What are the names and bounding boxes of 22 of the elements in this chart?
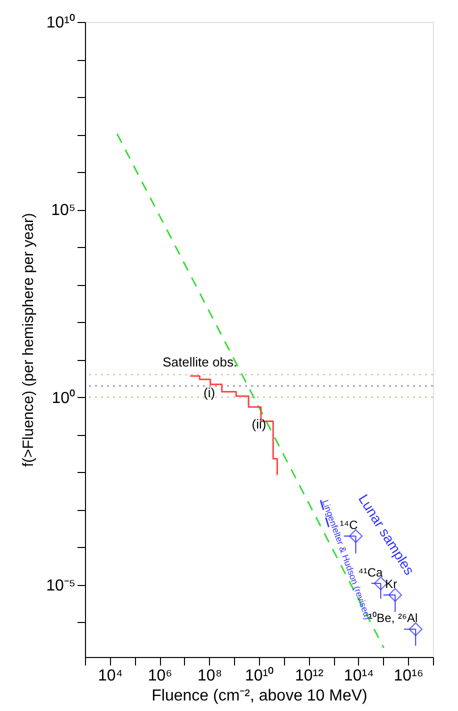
x-tick-label: 10¹⁰ — [244, 666, 274, 684]
y-tick-label: 10⁰ — [52, 388, 76, 407]
x-tick-label: 10¹⁶ — [394, 668, 424, 684]
data-label: ¹⁰Be, ²⁶Al — [368, 611, 418, 626]
x-tick-label: 10¹⁴ — [344, 668, 374, 684]
point — [388, 588, 402, 602]
data-label: Kr — [385, 576, 398, 591]
y-axis-title: f(>Fluence) (per hemisphere per year) — [20, 213, 38, 467]
x-axis-title: Fluence (cm⁻², above 10 MeV) — [152, 688, 368, 704]
annotation: (i) — [204, 385, 216, 400]
y-tick-label: 10⁻⁵ — [46, 577, 76, 594]
point — [348, 529, 363, 544]
y-tick-label: 10¹⁰ — [46, 14, 76, 32]
annotation: (ii) — [252, 416, 266, 432]
data-label: ¹⁴C — [340, 518, 358, 532]
x-tick-label: 10⁶ — [148, 668, 172, 684]
point — [408, 622, 423, 636]
y-tick-label: 10⁵ — [51, 202, 76, 220]
x-tick-label: 10⁴ — [98, 668, 123, 684]
x-tick-label: 10⁸ — [198, 668, 222, 684]
x-tick-label: 10¹² — [294, 668, 324, 684]
ref-line-label: Satellite obs. — [162, 354, 238, 370]
